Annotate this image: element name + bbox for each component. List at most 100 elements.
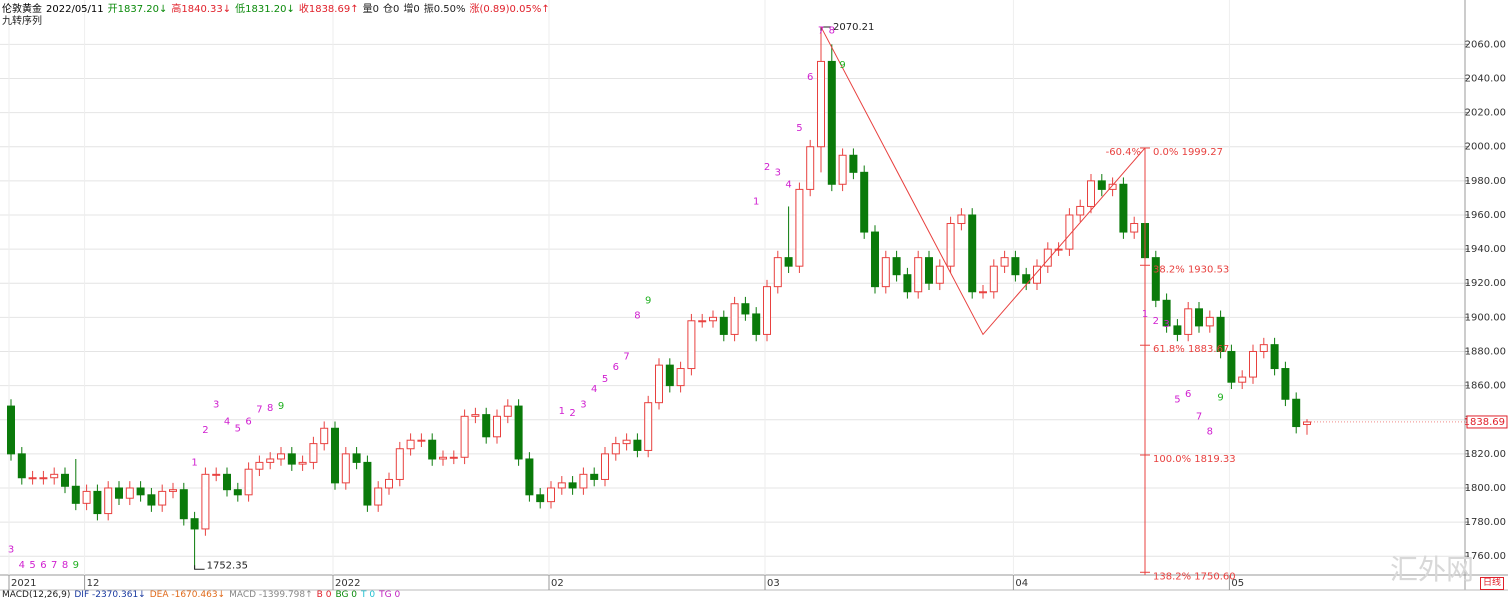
candle-body xyxy=(341,453,350,484)
candle-body xyxy=(568,482,577,489)
candle-body xyxy=(709,316,717,322)
candle-body xyxy=(1281,368,1290,400)
candle-body xyxy=(179,489,188,520)
date: 2022/05/11 xyxy=(46,4,104,15)
candle-body xyxy=(1033,265,1041,284)
td-label: 5 xyxy=(602,374,608,385)
period-button[interactable]: 日线 xyxy=(1479,577,1504,590)
candle-body xyxy=(1162,299,1171,327)
candle-body xyxy=(212,473,221,476)
candle-body xyxy=(827,60,836,185)
last-price: 1838.69 xyxy=(1464,417,1505,428)
candle-body xyxy=(925,257,933,284)
candle-body xyxy=(385,478,393,489)
td-label: 8 xyxy=(1207,427,1213,438)
td-label: 4 xyxy=(224,416,230,427)
quote-field: 仓0 xyxy=(382,4,400,15)
y-tick-label: 1800.00 xyxy=(1465,483,1506,494)
candle-body xyxy=(1054,248,1063,251)
candle-body xyxy=(838,154,847,185)
candle-body xyxy=(287,453,296,465)
td-label: 3 xyxy=(1163,319,1169,330)
candle-body xyxy=(82,490,91,504)
td-label: 3 xyxy=(580,399,586,410)
x-tick-label: 04 xyxy=(1015,578,1028,589)
y-tick-label: 2060.00 xyxy=(1465,39,1506,50)
candle-body xyxy=(1259,344,1268,352)
x-tick-label: 02 xyxy=(551,578,564,589)
y-tick-label: 1760.00 xyxy=(1465,551,1506,562)
candle-body xyxy=(773,257,782,288)
x-tick-label: 12 xyxy=(87,578,100,589)
candle-body xyxy=(1108,183,1117,190)
macd-field: TG 0 xyxy=(379,590,401,600)
td-label: 8 xyxy=(62,560,68,571)
td-label: 8 xyxy=(267,403,273,414)
candle-body xyxy=(1292,398,1301,428)
candle-body xyxy=(115,487,123,499)
candle-body xyxy=(7,405,15,455)
macd-field: DEA -1670.463↓ xyxy=(149,590,226,600)
candle-body xyxy=(806,146,815,190)
quote-field: 低1831.20↓ xyxy=(235,4,295,15)
candle-body xyxy=(676,368,685,387)
candle-body xyxy=(611,443,620,455)
macd-field: MACD -1399.798↑ xyxy=(229,590,313,600)
candle-body xyxy=(946,223,955,267)
td-label: 1 xyxy=(753,196,759,207)
header: 伦敦黄金 2022/05/11 开1837.20↓ 高1840.33↓ 低1831.20… xyxy=(2,0,554,15)
candle-body xyxy=(363,461,372,506)
candle-body xyxy=(665,364,674,387)
td-label: 7 xyxy=(818,26,824,37)
candle-body xyxy=(439,456,447,460)
fib-label: 0.0% 1999.27 xyxy=(1153,147,1223,158)
y-tick-label: 1860.00 xyxy=(1465,381,1506,392)
x-tick-label: 2021 xyxy=(11,578,36,589)
td-label: 5 xyxy=(796,123,802,134)
candle-body xyxy=(914,257,923,293)
candle-body xyxy=(817,60,825,148)
extreme-label: 1752.35 xyxy=(207,560,248,571)
td-label: 1 xyxy=(1142,309,1148,320)
td-label: 8 xyxy=(634,311,640,322)
td-label: 6 xyxy=(1185,389,1191,400)
macd-field: MACD(12,26,9) xyxy=(2,590,71,600)
candle-body xyxy=(514,405,523,460)
candle-body xyxy=(1043,248,1052,267)
td-label: 9 xyxy=(278,401,284,412)
td-label: 9 xyxy=(839,60,845,71)
candle-body xyxy=(298,461,307,465)
candle-body xyxy=(1065,214,1074,250)
quote-field: 高1840.33↓ xyxy=(171,4,232,15)
fib-ratio: -60.4% xyxy=(1106,147,1141,158)
candle-body xyxy=(935,265,944,284)
candle-body xyxy=(28,477,37,480)
y-tick-label: 1920.00 xyxy=(1465,278,1506,289)
candle-body xyxy=(622,439,631,445)
candle-body xyxy=(687,320,696,370)
candle-body xyxy=(903,274,912,293)
candle-body xyxy=(428,439,437,460)
candle-body xyxy=(1000,257,1009,267)
candle-body xyxy=(417,439,426,442)
candle-body xyxy=(223,473,231,491)
candle-body xyxy=(860,171,869,233)
candle-body xyxy=(1087,180,1095,207)
td-label: 7 xyxy=(1196,411,1202,422)
y-tick-label: 1980.00 xyxy=(1465,176,1506,187)
candle-body xyxy=(1249,350,1257,378)
candle-body xyxy=(449,456,458,459)
candle-body xyxy=(266,458,275,463)
td-label: 9 xyxy=(645,295,651,306)
y-tick-label: 2020.00 xyxy=(1465,108,1506,119)
td-label: 1 xyxy=(559,406,565,417)
candle-body xyxy=(93,490,102,515)
td-label: 9 xyxy=(1217,393,1223,404)
y-tick-label: 2040.00 xyxy=(1465,73,1506,84)
candle-body xyxy=(1303,421,1311,426)
candle-body xyxy=(50,473,59,479)
candle-body xyxy=(979,291,987,294)
td-label: 5 xyxy=(29,560,35,571)
td-label: 4 xyxy=(19,560,25,571)
